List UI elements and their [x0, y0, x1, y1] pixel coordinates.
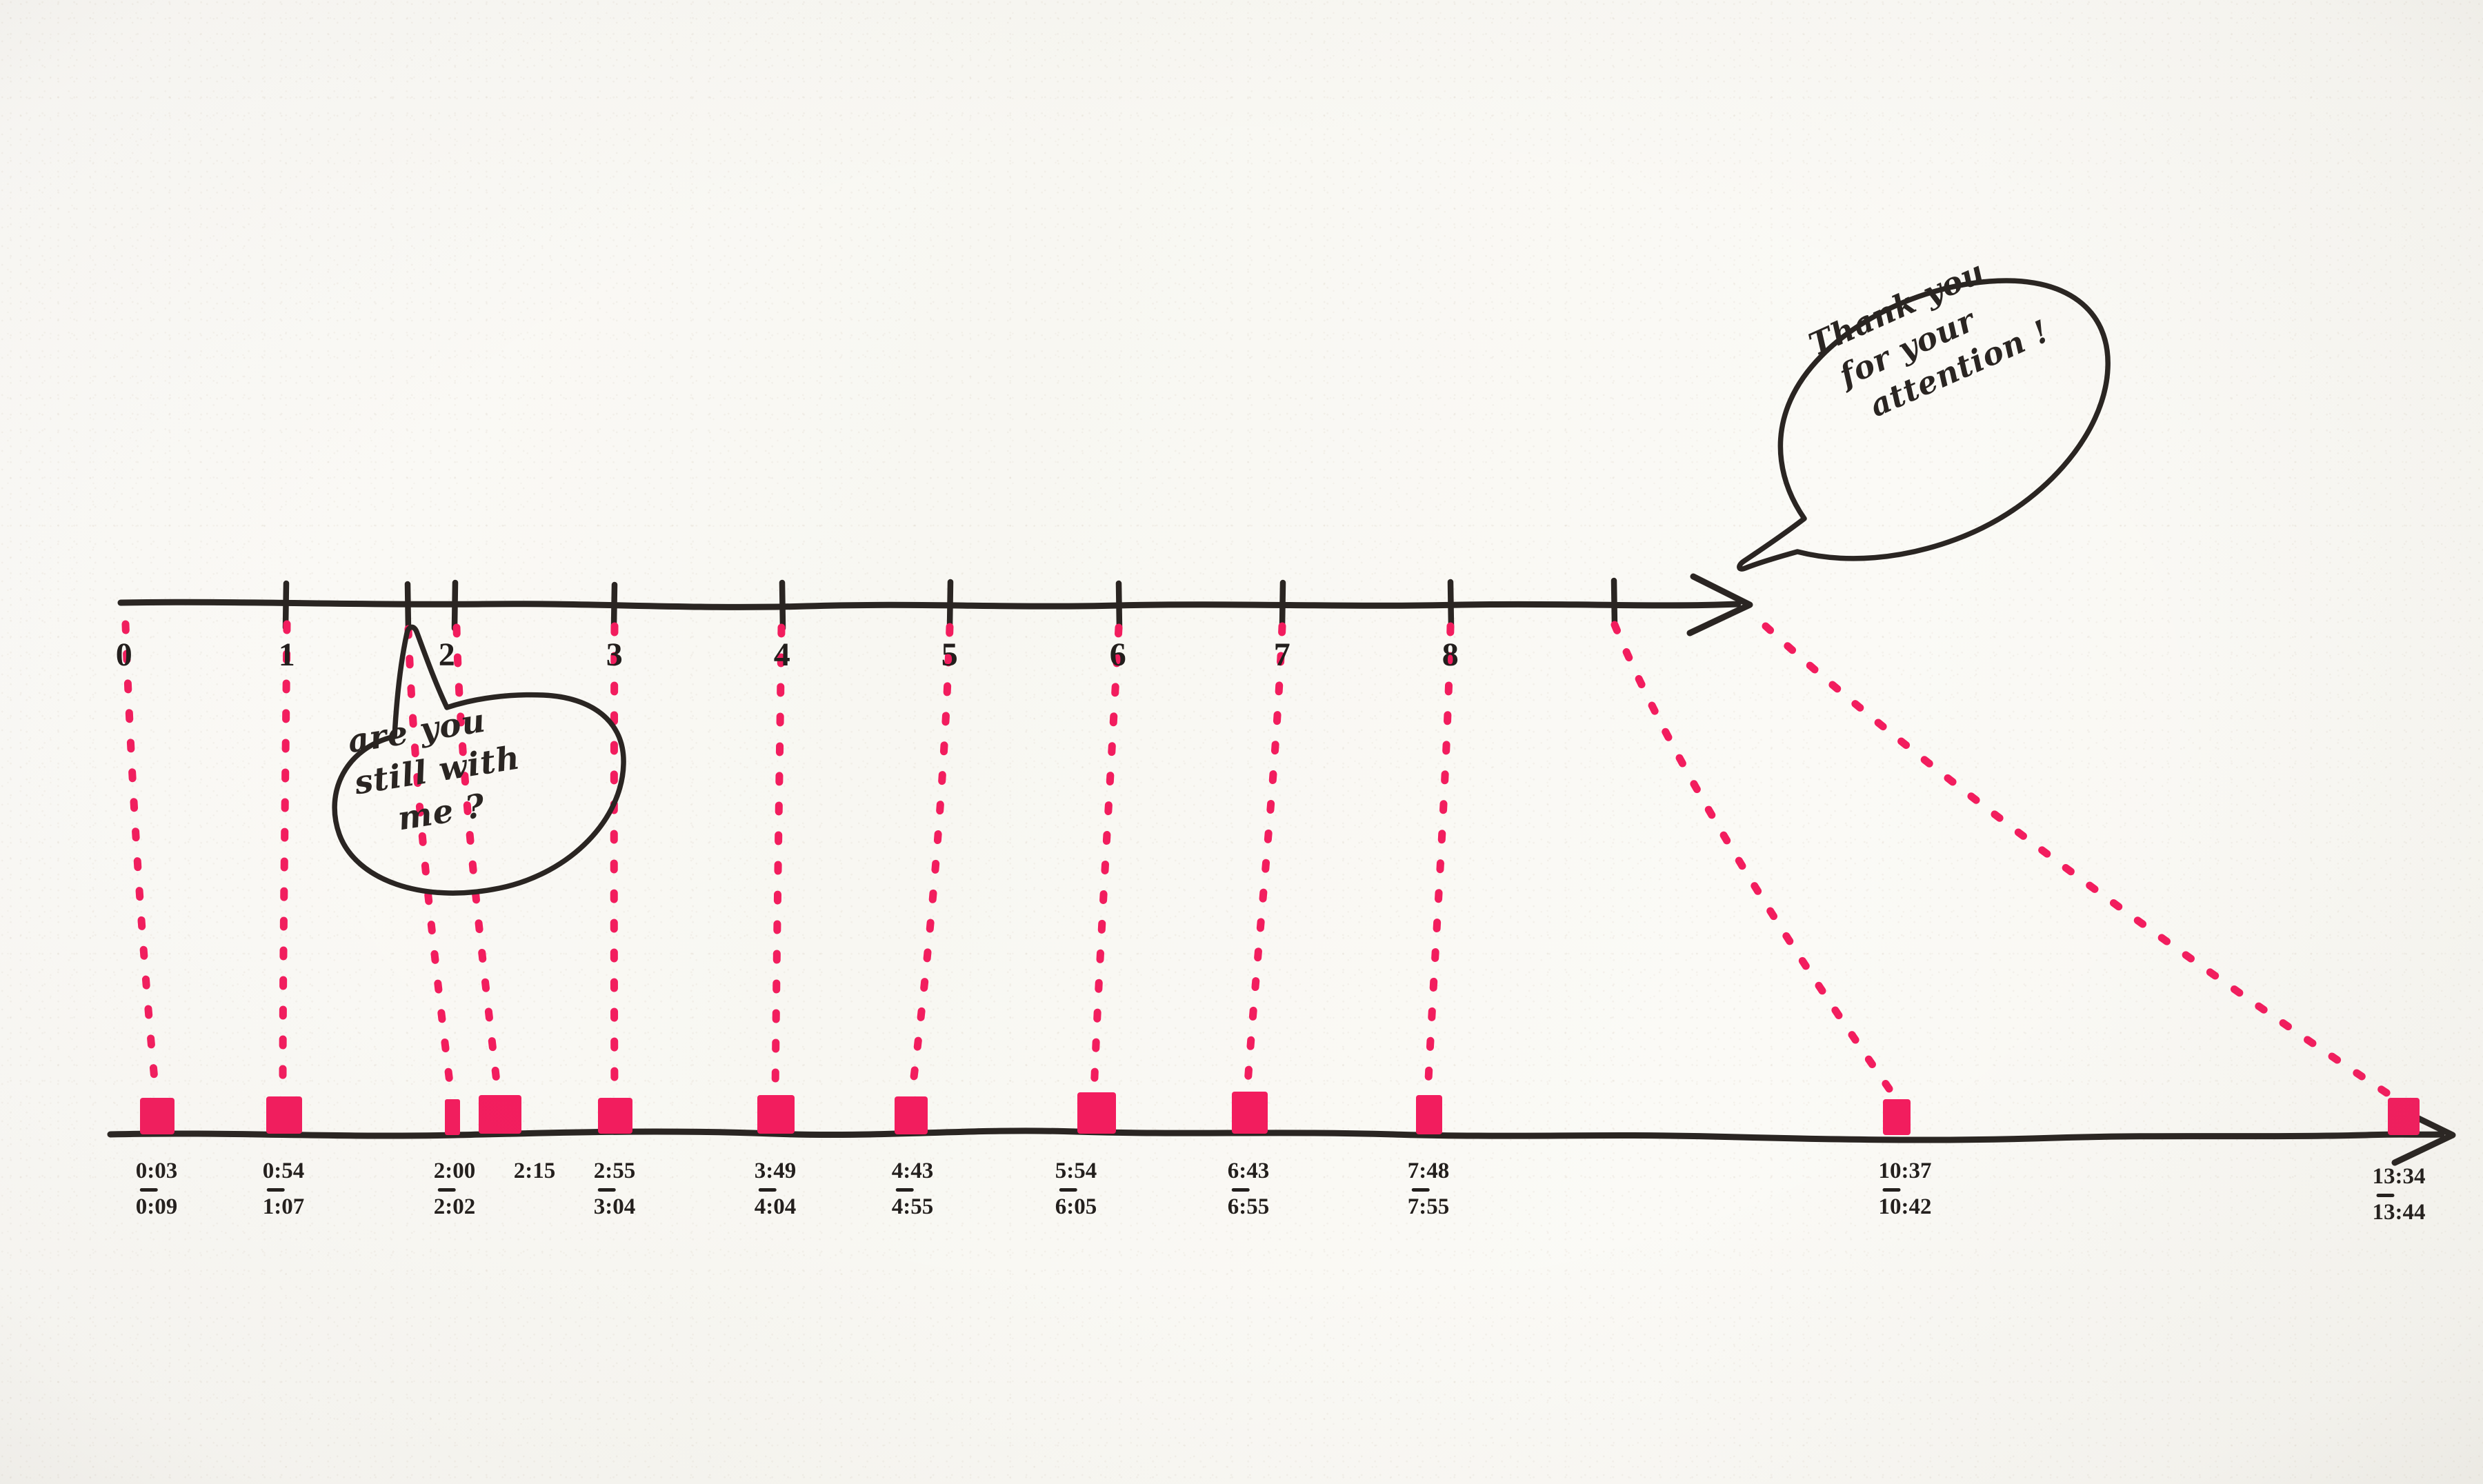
- time-label-9: 7:48 7:55: [1407, 1159, 1450, 1219]
- top-tick-label-5: 5: [941, 636, 959, 673]
- top-tick-3: [610, 581, 618, 630]
- time-label-7: 5:54 6:05: [1055, 1159, 1097, 1219]
- top-tick-unlabeled: [1611, 577, 1618, 630]
- time-label-start: 2:15: [513, 1159, 556, 1183]
- time-label-start: 3:49: [754, 1159, 797, 1183]
- range-dash: [597, 1187, 616, 1192]
- range-dash: [2376, 1193, 2395, 1197]
- bottom-axis-group: [107, 1092, 2456, 1166]
- projection-line-7: [1090, 623, 1123, 1098]
- time-label-11: 13:34 13:44: [2373, 1165, 2426, 1224]
- speech-bubble-left: [332, 624, 626, 896]
- range-dash: [895, 1187, 914, 1192]
- speech-bubble-right: [1737, 278, 2111, 572]
- time-label-end: 7:55: [1407, 1194, 1450, 1219]
- event-mark-1: [266, 1096, 302, 1134]
- time-label-start: 2:55: [593, 1159, 636, 1183]
- time-label-5: 3:49 4:04: [754, 1159, 797, 1219]
- top-axis-line: [117, 599, 1742, 610]
- speech-bubble-left-outline: [332, 624, 626, 896]
- range-dash: [139, 1187, 158, 1192]
- time-label-start: 10:37: [1878, 1159, 1932, 1183]
- bottom-axis-line: [107, 1127, 2445, 1143]
- event-mark-8: [1232, 1092, 1268, 1134]
- time-label-end: 2:02: [433, 1194, 476, 1219]
- top-axis-group: [117, 573, 1753, 636]
- time-label-3: 2:15: [513, 1159, 556, 1183]
- event-mark-9: [1416, 1095, 1442, 1134]
- top-tick-4: [779, 579, 786, 632]
- top-tick-label-3: 3: [606, 636, 624, 673]
- range-dash: [1411, 1187, 1430, 1192]
- range-dash: [437, 1187, 456, 1192]
- time-label-2: 2:00 2:02: [433, 1159, 476, 1219]
- time-label-end: 6:55: [1227, 1194, 1270, 1219]
- time-label-end: 4:04: [754, 1194, 797, 1219]
- event-mark-0: [140, 1098, 174, 1134]
- time-label-end: 0:09: [135, 1194, 178, 1219]
- time-label-4: 2:55 3:04: [593, 1159, 636, 1219]
- projection-line-9: [1424, 622, 1455, 1098]
- time-label-start: 5:54: [1055, 1159, 1097, 1183]
- range-dash: [1059, 1187, 1077, 1192]
- event-mark-6: [895, 1096, 928, 1134]
- range-dash: [1231, 1187, 1250, 1192]
- time-label-8: 6:43 6:55: [1227, 1159, 1270, 1219]
- top-tick-label-1: 1: [278, 636, 296, 673]
- top-tick-label-2: 2: [438, 636, 456, 673]
- projection-line-5: [771, 623, 786, 1098]
- bottom-event-marks: [140, 1092, 2420, 1135]
- time-label-start: 0:03: [135, 1159, 178, 1183]
- top-tick-label-7: 7: [1273, 636, 1291, 673]
- projection-line-6: [908, 623, 954, 1098]
- speech-bubble-left-text: are you still with me ?: [345, 695, 530, 846]
- time-label-start: 2:00: [433, 1159, 476, 1183]
- projection-line-3: [452, 623, 502, 1098]
- projection-line-4: [610, 622, 619, 1098]
- time-label-1: 0:54 1:07: [262, 1159, 305, 1219]
- projection-line-11: [1762, 622, 2392, 1098]
- time-label-end: 10:42: [1878, 1194, 1932, 1219]
- time-label-6: 4:43 4:55: [891, 1159, 934, 1219]
- top-tick-label-0: 0: [115, 636, 133, 673]
- range-dash: [266, 1187, 285, 1192]
- projection-line-2: [404, 625, 455, 1098]
- projection-line-8: [1243, 622, 1286, 1098]
- top-tick-label-6: 6: [1109, 636, 1127, 673]
- time-label-end: 3:04: [593, 1194, 636, 1219]
- time-label-start: 13:34: [2372, 1164, 2426, 1189]
- projection-line-10: [1611, 621, 1897, 1098]
- top-tick-label-4: 4: [773, 636, 791, 673]
- event-mark-5: [757, 1095, 795, 1134]
- time-label-0: 0:03 0:09: [135, 1159, 178, 1219]
- time-label-start: 6:43: [1227, 1159, 1270, 1183]
- event-mark-2: [445, 1099, 460, 1135]
- time-label-end: 4:55: [891, 1194, 934, 1219]
- time-label-end: 1:07: [262, 1194, 305, 1219]
- time-label-start: 0:54: [262, 1159, 305, 1183]
- projection-line-1: [279, 620, 291, 1098]
- event-mark-10: [1883, 1099, 1911, 1135]
- time-label-end: 6:05: [1055, 1194, 1097, 1219]
- event-mark-4: [598, 1098, 632, 1134]
- top-tick-label-8: 8: [1442, 636, 1459, 673]
- event-mark-11: [2388, 1098, 2420, 1135]
- event-mark-7: [1077, 1092, 1116, 1134]
- projection-line-0: [121, 620, 160, 1098]
- projection-lines: [121, 620, 2392, 1098]
- time-label-10: 10:37 10:42: [1878, 1159, 1932, 1219]
- time-label-start: 4:43: [891, 1159, 934, 1183]
- range-dash: [758, 1187, 777, 1192]
- event-mark-3: [479, 1095, 521, 1134]
- top-axis-arrowhead: [1686, 573, 1753, 636]
- time-label-start: 7:48: [1407, 1159, 1450, 1183]
- time-label-end: 13:44: [2372, 1199, 2426, 1225]
- speech-bubble-right-outline: [1737, 278, 2111, 572]
- range-dash: [1882, 1187, 1901, 1192]
- top-tick-8: [1447, 579, 1455, 631]
- top-tick-7: [1279, 579, 1286, 630]
